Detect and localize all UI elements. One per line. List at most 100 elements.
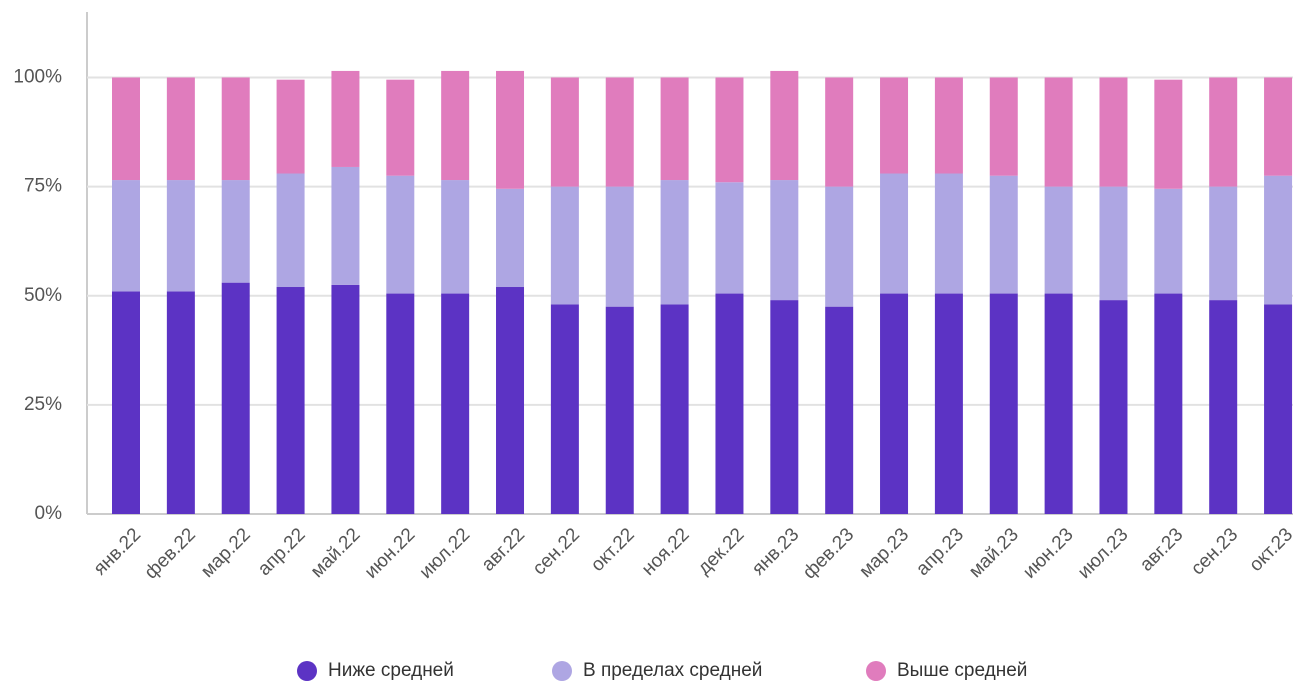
x-tick-label: янв.22 <box>90 524 145 579</box>
bar-segment <box>660 180 689 305</box>
bar-segment <box>221 282 250 514</box>
bar-segment <box>770 180 799 301</box>
bar-segment <box>715 293 744 514</box>
bar-segment <box>1044 293 1073 514</box>
bar-segment <box>989 293 1018 514</box>
bar-segment <box>880 293 909 514</box>
bar-segment <box>1099 186 1128 301</box>
bar-segment <box>989 77 1018 176</box>
bar-segment <box>166 77 195 181</box>
y-tick-label: 50% <box>24 285 62 306</box>
bar-segment <box>1209 300 1238 514</box>
bar-segment <box>221 180 250 283</box>
bar-segment <box>1209 77 1238 187</box>
bar-segment <box>1154 188 1183 294</box>
x-tick-label: сен.23 <box>1187 524 1242 579</box>
legend-marker <box>297 661 317 681</box>
bar-segment <box>934 173 963 294</box>
x-tick-label: апр.22 <box>254 524 310 580</box>
bar-segment <box>112 180 140 292</box>
bar-segment <box>276 79 305 174</box>
x-tick-label: фев.22 <box>141 524 200 583</box>
y-tick-label: 75% <box>24 176 62 197</box>
x-tick-label: сен.22 <box>529 524 584 579</box>
bar-segment <box>496 188 525 288</box>
y-tick-label: 100% <box>13 66 62 87</box>
bar-segment <box>1264 175 1293 305</box>
bar-segment <box>1044 186 1073 294</box>
x-tick-label: июл.23 <box>1074 524 1133 583</box>
x-tick-label: авг.23 <box>1136 524 1187 575</box>
bar-segment <box>331 70 360 167</box>
x-tick-label: май.22 <box>307 524 365 582</box>
legend-marker <box>552 661 572 681</box>
bar-segment <box>441 70 470 181</box>
bar-segment <box>221 77 250 181</box>
bar-segment <box>112 77 140 181</box>
bar-segment <box>441 293 470 514</box>
bar-segment <box>715 77 744 183</box>
legend-label: Ниже средней <box>328 660 454 681</box>
bar-segment <box>934 293 963 514</box>
bar-segment <box>1264 77 1293 176</box>
x-tick-label: ноя.22 <box>638 524 694 580</box>
bar-segment <box>934 77 963 174</box>
bar-segment <box>550 77 579 187</box>
x-tick-label: мар.23 <box>855 524 913 582</box>
bar-segment <box>825 306 854 514</box>
y-tick-label: 0% <box>35 503 63 524</box>
bar-segment <box>605 77 634 187</box>
x-tick-label: июн.22 <box>361 524 420 583</box>
bar-segment <box>496 70 525 189</box>
x-tick-label: авг.22 <box>478 524 529 575</box>
bar-segment <box>550 186 579 305</box>
bar-segment <box>386 79 415 176</box>
bar-segment <box>660 77 689 181</box>
bar-segment <box>1154 293 1183 514</box>
bar-segment <box>1099 300 1128 514</box>
bar-segment <box>276 287 305 514</box>
x-tick-label: окт.23 <box>1245 524 1293 576</box>
bar-segment <box>550 304 579 514</box>
bar-segment <box>880 77 909 174</box>
bar-segment <box>989 175 1018 294</box>
x-tick-label: июл.22 <box>416 524 475 583</box>
bar-segment <box>825 186 854 307</box>
bar-segment <box>331 284 360 514</box>
legend-label: В пределах средней <box>583 660 762 681</box>
bar-segment <box>660 304 689 514</box>
bar-segment <box>605 186 634 307</box>
bar-segment <box>1099 77 1128 187</box>
bar-segment <box>1264 304 1293 514</box>
bar-segment <box>276 173 305 288</box>
x-tick-label: янв.23 <box>748 524 803 579</box>
bar-segment <box>1154 79 1183 189</box>
bar-segment <box>166 180 195 292</box>
bar-segment <box>770 70 799 181</box>
bar-segment <box>1209 186 1238 301</box>
bar-segment <box>112 291 140 514</box>
x-tick-label: апр.23 <box>912 524 968 580</box>
bar-segment <box>770 300 799 514</box>
bar-segment <box>825 77 854 187</box>
bar-segment <box>715 182 744 294</box>
bar-segment <box>386 175 415 294</box>
x-tick-label: июн.23 <box>1019 524 1078 583</box>
bar-segment <box>496 287 525 514</box>
bar-segment <box>441 180 470 294</box>
bar-segment <box>331 166 360 285</box>
x-tick-label: фев.23 <box>799 524 858 583</box>
bar-segment <box>386 293 415 514</box>
legend-marker <box>866 661 886 681</box>
x-tick-label: окт.22 <box>587 524 639 576</box>
bar-segment <box>166 291 195 514</box>
x-tick-label: дек.22 <box>694 524 749 579</box>
bar-segment <box>605 306 634 514</box>
x-tick-label: мар.22 <box>197 524 255 582</box>
y-tick-label: 25% <box>24 394 62 415</box>
bar-segment <box>880 173 909 294</box>
x-tick-label: май.23 <box>965 524 1023 582</box>
legend-label: Выше средней <box>897 660 1027 681</box>
bar-segment <box>1044 77 1073 187</box>
